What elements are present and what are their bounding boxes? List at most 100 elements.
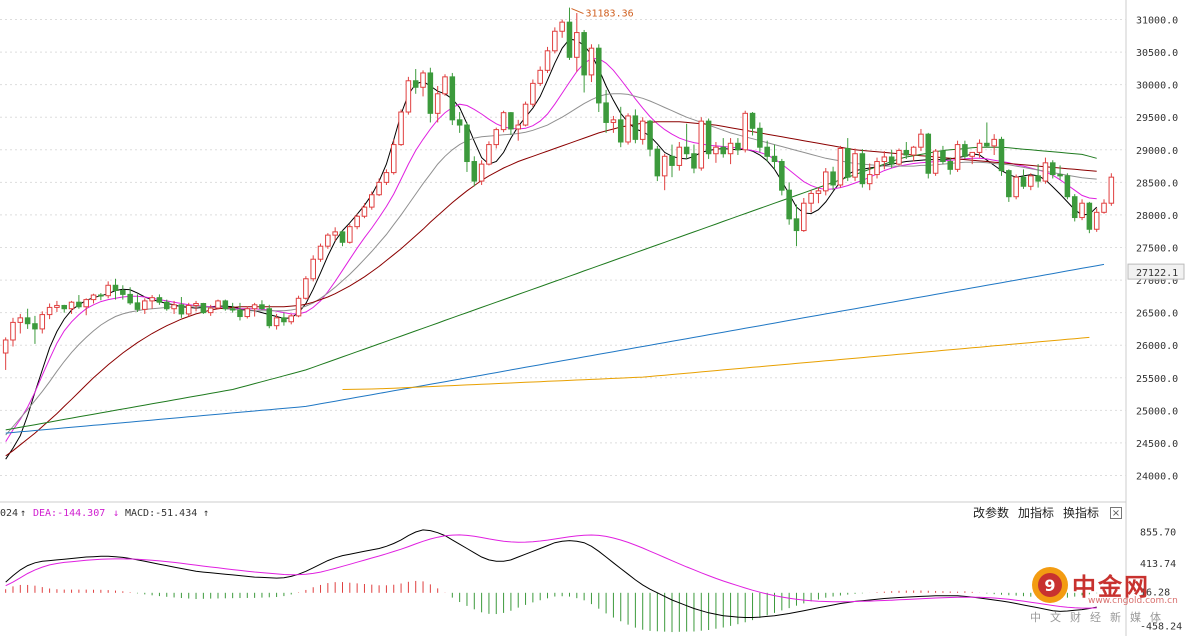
candle-body: [32, 323, 38, 330]
candle-body: [691, 153, 697, 169]
candlesticks: [2, 7, 1115, 370]
candle-body: [229, 308, 236, 311]
candle: [991, 134, 997, 156]
candle-body: [464, 124, 470, 163]
candle: [771, 144, 778, 170]
candle-body: [156, 297, 163, 303]
y-tick-label: 24500.0: [1136, 439, 1178, 450]
candle: [896, 148, 902, 166]
candle-body: [1006, 170, 1012, 198]
candle-body: [625, 115, 631, 143]
candle: [1013, 174, 1019, 200]
candle-body: [837, 148, 844, 186]
candle: [881, 151, 888, 170]
candle-body: [134, 302, 141, 310]
close-indicator-button[interactable]: ×: [1110, 507, 1122, 519]
candle: [259, 300, 265, 311]
candle-body: [1042, 162, 1049, 182]
candle-body: [1028, 175, 1034, 187]
candle: [171, 300, 177, 314]
candle: [17, 313, 24, 334]
candle: [830, 166, 836, 191]
candle: [127, 287, 133, 305]
candle: [515, 119, 521, 141]
candle-body: [661, 155, 668, 177]
candle: [149, 295, 155, 309]
switch-indicator-button[interactable]: 换指标: [1063, 506, 1100, 520]
candle: [1028, 173, 1034, 191]
candle-body: [537, 69, 543, 84]
y-tick-label: 29000.0: [1136, 146, 1178, 157]
candle: [1079, 199, 1085, 221]
candle: [859, 149, 866, 188]
candle-body: [1071, 196, 1078, 219]
gridlines: [0, 0, 1127, 636]
candle-body: [412, 80, 419, 88]
candle: [910, 145, 917, 162]
candle-body: [1020, 176, 1027, 187]
candle: [779, 158, 785, 196]
candle: [390, 139, 397, 175]
y-tick-label: 27500.0: [1136, 244, 1178, 255]
candle: [383, 169, 390, 185]
candle: [742, 110, 748, 153]
candle-body: [478, 163, 485, 182]
svg-text:9: 9: [1044, 576, 1055, 595]
candle-body: [757, 127, 763, 148]
candle-body: [68, 301, 75, 310]
candle: [940, 145, 946, 165]
candle: [574, 13, 580, 72]
candle-body: [347, 226, 353, 243]
candle: [1042, 157, 1049, 184]
candle-body: [310, 258, 316, 280]
macd-tick-label: -458.24: [1140, 622, 1182, 633]
candle-body: [947, 161, 954, 170]
candle: [1049, 160, 1056, 179]
candle: [178, 297, 185, 318]
macd-legend: 024 ↑ DEA:-144.307 ↓ MACD:-51.434 ↑: [0, 505, 1125, 525]
candle: [10, 317, 16, 347]
candle: [251, 302, 258, 317]
macd-tick-label: 855.70: [1140, 528, 1176, 539]
candle-body: [1086, 202, 1093, 230]
candle-body: [273, 317, 280, 327]
add-indicator-button[interactable]: 加指标: [1018, 506, 1055, 520]
candle: [669, 144, 675, 178]
candle-body: [369, 194, 375, 208]
candle-body: [705, 120, 712, 155]
candle-body: [10, 321, 16, 341]
diff-arrow: ↑: [20, 508, 27, 519]
candle: [369, 191, 375, 210]
candle: [376, 178, 382, 197]
candle: [735, 138, 741, 156]
candle-body: [427, 72, 434, 114]
candle-body: [830, 171, 836, 186]
candle-body: [493, 129, 500, 146]
candle-body: [295, 297, 302, 317]
candle-body: [222, 300, 229, 310]
candle: [54, 300, 60, 312]
candle-body: [383, 172, 390, 183]
candle-body: [120, 289, 126, 295]
candle-body: [405, 80, 412, 113]
candle: [339, 230, 346, 247]
edit-params-button[interactable]: 改参数: [973, 506, 1010, 520]
candle-body: [1079, 202, 1085, 219]
candle-body: [786, 189, 792, 220]
ma-line-ma10: [5, 58, 1097, 442]
candle-body: [442, 76, 448, 95]
candle-body: [808, 192, 814, 204]
candle: [962, 140, 968, 159]
y-tick-label: 30000.0: [1136, 81, 1178, 92]
candle-body: [764, 146, 770, 157]
candle-body: [185, 304, 192, 315]
candle-body: [61, 304, 68, 310]
candle: [998, 136, 1005, 176]
candle-body: [998, 138, 1005, 172]
candle-body: [1108, 176, 1115, 204]
candle-body: [654, 148, 661, 177]
candle-body: [376, 181, 382, 196]
candle: [156, 294, 163, 305]
candle: [142, 298, 148, 314]
